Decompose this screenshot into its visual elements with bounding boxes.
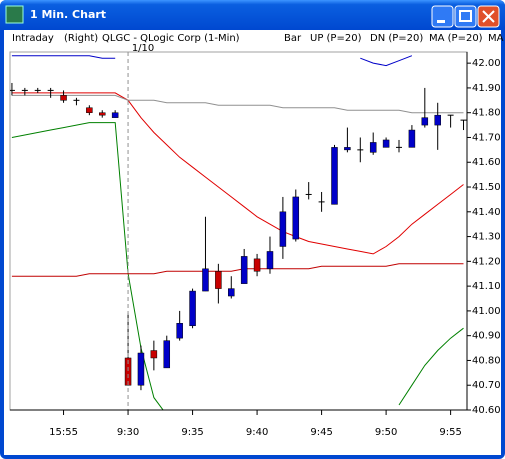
- candle-body: [111, 112, 119, 118]
- y-tick-label: 41.70: [472, 132, 501, 143]
- y-tick-label: 41.80: [472, 108, 501, 119]
- y-tick-label: 41.50: [472, 182, 501, 193]
- candle-body: [228, 288, 235, 297]
- y-tick-label: 40.80: [472, 355, 501, 366]
- candle-body: [253, 258, 261, 272]
- candle-body: [421, 117, 429, 126]
- minimize-button[interactable]: [431, 5, 454, 28]
- candle-body: [150, 350, 158, 359]
- indicator-line: [11, 94, 464, 114]
- indicator-line: [11, 263, 464, 277]
- close-button[interactable]: [477, 5, 500, 28]
- legend-entry: MA (P=20): [429, 33, 483, 44]
- indicator-line: [11, 55, 116, 59]
- candle-body: [86, 107, 93, 113]
- y-tick-label: 42.00: [472, 58, 501, 69]
- app-icon: [5, 5, 24, 24]
- client-area: [4, 30, 501, 455]
- x-tick-label: 9:40: [246, 427, 268, 438]
- candle-body: [369, 142, 377, 153]
- y-tick-label: 40.90: [472, 331, 501, 342]
- indicator-line: [360, 55, 413, 67]
- candle-body: [344, 147, 351, 151]
- candle-body: [202, 268, 209, 292]
- header-text: (Right): [64, 33, 98, 44]
- legend-entry: DN (P=20): [370, 33, 423, 44]
- header-text: Bar: [284, 33, 302, 44]
- legend-entry: UP (P=20): [310, 33, 362, 44]
- candle-body: [137, 352, 145, 386]
- candle-body: [176, 323, 183, 339]
- x-tick-label: 9:30: [117, 427, 139, 438]
- y-tick-label: 41.10: [472, 281, 501, 292]
- x-tick-label: 9:55: [439, 427, 461, 438]
- legend-entry: MA: [488, 33, 504, 44]
- candle-body: [292, 196, 300, 240]
- candle-body: [99, 112, 106, 116]
- x-tick-label: 9:35: [181, 427, 203, 438]
- candle-body: [434, 114, 441, 126]
- y-tick-label: 40.70: [472, 380, 501, 391]
- y-tick-label: 41.20: [472, 256, 501, 267]
- header-text: QLGC - QLogic Corp (1-Min): [102, 33, 240, 44]
- indicator-line: [398, 327, 464, 406]
- indicator-line: [11, 92, 464, 255]
- candle-body: [408, 129, 416, 148]
- candle-body: [215, 271, 222, 289]
- y-tick-label: 41.90: [472, 83, 501, 94]
- candle-body: [124, 357, 132, 386]
- x-tick-label: 9:45: [310, 427, 332, 438]
- title-bar: [0, 0, 505, 30]
- y-tick-label: 41.00: [472, 306, 501, 317]
- candle-body: [331, 147, 338, 205]
- candle-body: [382, 139, 390, 148]
- maximize-button[interactable]: [454, 5, 477, 28]
- y-tick-label: 40.60: [472, 405, 501, 416]
- candle-body: [279, 211, 287, 247]
- window-title: 1 Min. Chart: [30, 8, 106, 21]
- y-tick-label: 41.60: [472, 157, 501, 168]
- x-tick-label: 9:50: [375, 427, 397, 438]
- plot: [10, 55, 467, 410]
- candle-body: [189, 290, 196, 327]
- y-tick-label: 41.40: [472, 207, 501, 218]
- x-tick-label: 15:55: [49, 427, 78, 438]
- candle-body: [266, 251, 274, 270]
- annotation: 1/10: [132, 43, 154, 54]
- candle-body: [60, 95, 67, 101]
- header-text: Intraday: [12, 33, 54, 44]
- candle-body: [163, 340, 171, 369]
- candle-body: [240, 256, 248, 284]
- y-tick-label: 41.30: [472, 232, 501, 243]
